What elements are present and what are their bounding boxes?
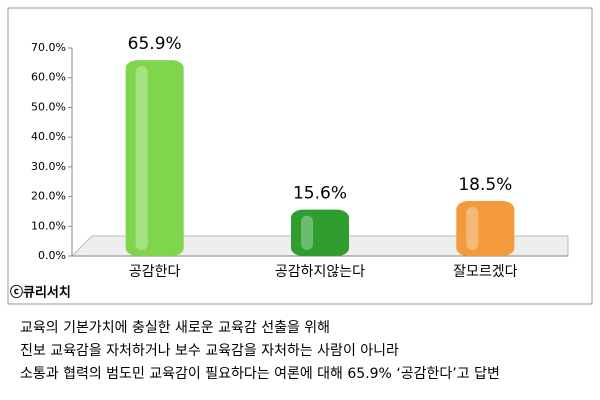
y-tick-label: 50.0% (31, 100, 66, 113)
caption-line: 교육의 기본가치에 충실한 새로운 교육감 선출을 위해 (20, 320, 330, 336)
y-tick-label: 30.0% (31, 160, 66, 173)
y-tick-label: 60.0% (31, 71, 66, 84)
value-label: 15.6% (293, 184, 347, 204)
y-tick-label: 70.0% (31, 41, 66, 54)
caption-line: 소통과 협력의 범도민 교육감이 필요하다는 여론에 대해 65.9% ‘공감한… (20, 366, 500, 382)
bar (456, 201, 515, 256)
x-tick-label: 공감한다 (129, 264, 181, 280)
x-tick-label: 잘모르겠다 (453, 264, 518, 280)
source: ⓒ큐리서치 (10, 285, 71, 301)
y-tick-label: 0.0% (38, 249, 66, 262)
y-tick-label: 10.0% (31, 219, 66, 232)
bar-highlight (466, 207, 479, 250)
bar (291, 209, 349, 256)
bar-highlight (301, 215, 313, 250)
caption-line: 진보 교육감을 자처하거나 보수 교육감을 자처하는 사람이 아니라 (20, 343, 399, 359)
value-label: 18.5% (458, 175, 512, 195)
y-tick-label: 20.0% (31, 190, 66, 203)
value-label: 65.9% (128, 34, 182, 54)
y-tick-label: 40.0% (31, 130, 66, 143)
chart-border (7, 7, 593, 305)
bar (125, 60, 184, 256)
x-tick-label: 공감하지않는다 (275, 264, 365, 280)
bar-highlight (135, 66, 148, 250)
